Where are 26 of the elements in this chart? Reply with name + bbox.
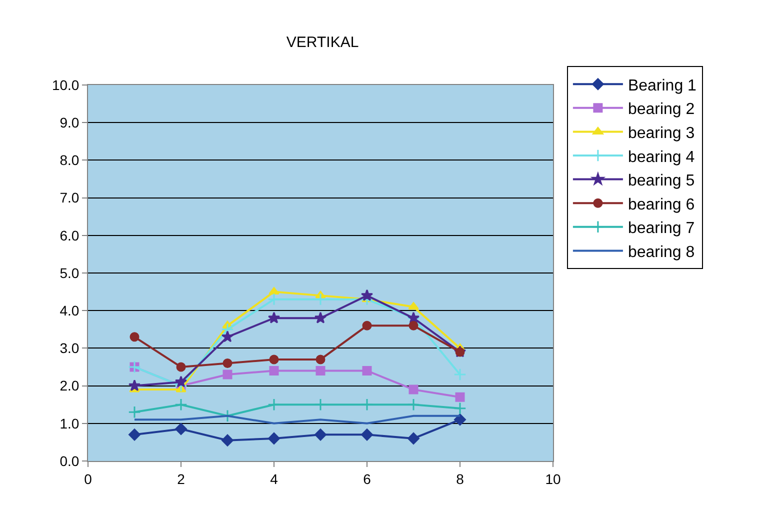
x-tick-label: 4 [270, 470, 278, 487]
legend-label: bearing 5 [628, 172, 695, 190]
legend-label: bearing 3 [628, 124, 695, 142]
legend-label: bearing 4 [628, 148, 695, 166]
chart-title: VERTIKAL [286, 34, 359, 51]
legend-label: bearing 2 [628, 101, 695, 118]
legend-label: bearing 6 [628, 196, 695, 214]
x-tick-label: 10 [545, 470, 561, 487]
x-tick-label: 0 [84, 470, 92, 487]
legend-label: bearing 8 [628, 244, 695, 261]
y-tick-label: 8.0 [60, 152, 80, 168]
y-tick-label: 5.0 [60, 264, 80, 281]
y-tick-label: 7.0 [60, 190, 80, 206]
y-tick-label: 3.0 [60, 340, 80, 356]
y-tick-label: 4.0 [60, 302, 80, 318]
x-tick-label: 2 [177, 470, 186, 487]
y-tick-label: 10.0 [52, 76, 80, 93]
y-tick-label: 0.0 [60, 452, 80, 469]
legend-label: bearing 7 [628, 220, 695, 238]
x-tick-label: 8 [456, 470, 464, 487]
legend-label: Bearing 1 [628, 77, 697, 94]
y-tick-label: 6.0 [60, 227, 80, 244]
x-tick-label: 6 [363, 470, 372, 487]
y-tick-label: 2.0 [60, 378, 80, 394]
y-tick-label: 9.0 [60, 114, 80, 130]
y-tick-label: 1.0 [60, 415, 80, 432]
